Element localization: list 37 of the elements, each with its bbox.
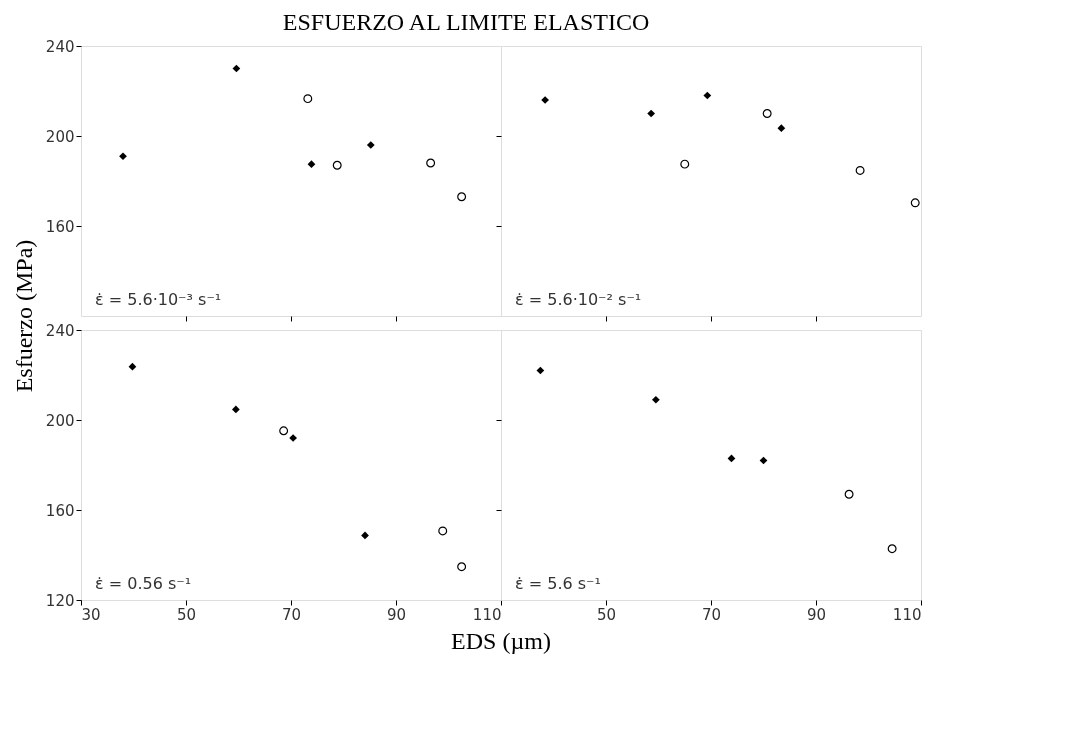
point — [910, 198, 920, 208]
annotation: ε̇ = 5.6·10⁻² s⁻¹ — [515, 290, 642, 309]
y-tick-label: 200 — [45, 411, 75, 430]
x-tick-label: 110 — [472, 605, 502, 624]
chart-title: ESFUERZO AL LIMITE ELASTICO — [282, 8, 650, 35]
x-tick-label: 50 — [176, 605, 197, 624]
point — [855, 165, 865, 175]
x-tick-label: 70 — [281, 605, 302, 624]
point — [332, 160, 342, 170]
annotation: ε̇ = 0.56 s⁻¹ — [95, 574, 192, 593]
x-tick-label: 90 — [386, 605, 407, 624]
y-tick-label: 240 — [45, 321, 75, 340]
x-tick-label: 30 — [81, 605, 101, 624]
y-tick-label: 160 — [45, 501, 75, 520]
point — [366, 141, 375, 149]
point — [680, 159, 690, 169]
y-axis-title: Esfuerzo (MPa) — [11, 239, 37, 393]
x-axis-title: EDS (µm) — [451, 628, 551, 654]
point — [703, 91, 712, 100]
x-tick-label: 70 — [701, 605, 722, 624]
y-tick-label: 120 — [45, 591, 75, 610]
point — [647, 109, 656, 118]
point — [307, 160, 316, 168]
x-tick-label: 50 — [596, 605, 617, 624]
annotation: ε̇ = 5.6 s⁻¹ — [515, 574, 601, 593]
point — [426, 158, 436, 168]
point — [762, 109, 772, 118]
x-tick-label: 90 — [806, 605, 827, 624]
x-tick-label: 110 — [892, 605, 922, 624]
annotation: ε̇ = 5.6·10⁻³ s⁻¹ — [95, 290, 222, 309]
point — [457, 192, 467, 202]
point — [777, 124, 786, 132]
y-tick-label: 160 — [45, 217, 75, 236]
y-tick-label: 200 — [45, 127, 75, 146]
point — [119, 152, 127, 161]
y-tick-label: 240 — [45, 37, 75, 56]
point — [303, 94, 313, 104]
